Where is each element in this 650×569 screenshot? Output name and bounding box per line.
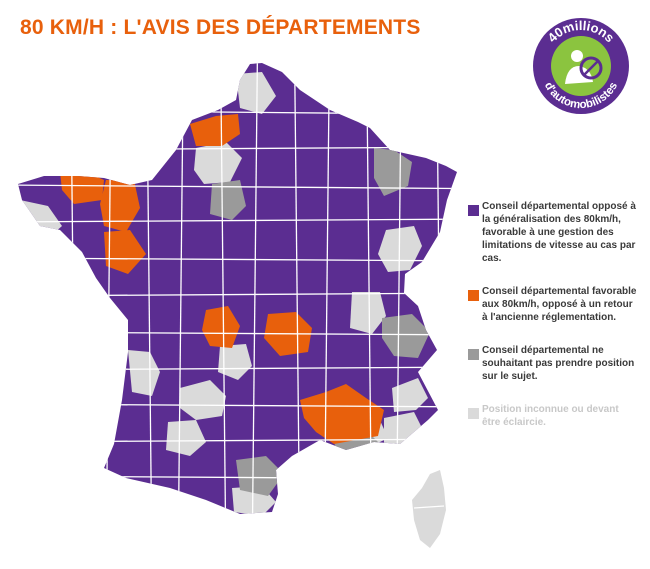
department-unknown	[166, 420, 206, 456]
department-unknown	[180, 380, 226, 420]
legend-text-favorable: Conseil départemental favorable aux 80km…	[482, 286, 637, 323]
department-favorable-haute-vienne	[202, 306, 240, 348]
department-unknown-corsica	[412, 470, 446, 548]
department-favorable-gard-vaucluse	[300, 384, 384, 444]
legend: Conseil départemental opposé à la généra…	[468, 200, 638, 449]
driver-steering-wheel-icon	[565, 50, 603, 84]
department-no-position	[236, 456, 284, 496]
department-favorable-cotes-d-armor	[60, 170, 104, 204]
favorable-departments	[60, 114, 384, 444]
department-unknown	[194, 142, 242, 184]
legend-swatch-opposed	[468, 205, 479, 216]
legend-swatch-unknown	[468, 408, 479, 419]
department-unknown	[128, 350, 160, 396]
legend-text-unknown: Position inconnue ou devant être éclairc…	[482, 404, 619, 428]
legend-swatch-no-position	[468, 349, 479, 360]
department-unknown	[236, 72, 276, 114]
legend-swatch-favorable	[468, 290, 479, 301]
department-unknown	[392, 378, 428, 412]
department-no-position	[374, 148, 412, 196]
legend-item-unknown: Position inconnue ou devant être éclairc…	[468, 403, 638, 429]
department-favorable-maine-et-loire	[104, 230, 146, 274]
department-unknown	[350, 292, 386, 334]
department-favorable-calvados	[190, 114, 240, 146]
logo-40-millions-automobilistes: 40millions d'automobilistes	[533, 18, 629, 114]
legend-item-no-position: Conseil départemental ne souhaitant pas …	[468, 344, 638, 383]
legend-text-opposed: Conseil départemental opposé à la généra…	[482, 201, 636, 264]
legend-item-favorable: Conseil départemental favorable aux 80km…	[468, 285, 638, 324]
department-no-position	[210, 180, 246, 220]
legend-text-no-position: Conseil départemental ne souhaitant pas …	[482, 345, 635, 382]
page-title: 80 KM/H : L'AVIS DES DÉPARTEMENTS	[20, 16, 421, 39]
legend-item-opposed: Conseil départemental opposé à la généra…	[468, 200, 638, 265]
department-unknown	[218, 344, 252, 380]
department-no-position	[382, 314, 430, 358]
